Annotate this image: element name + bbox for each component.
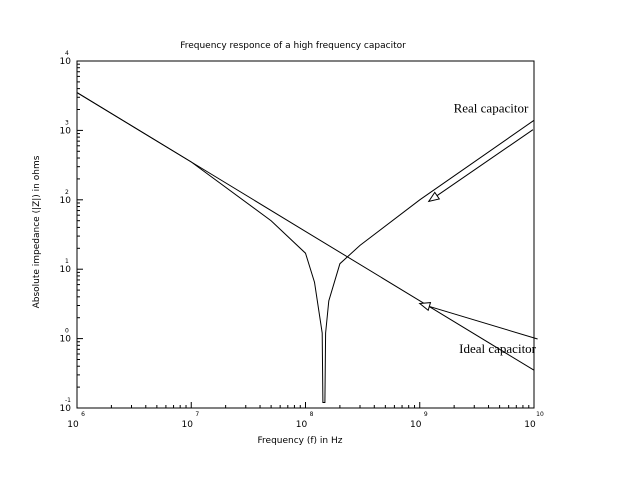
y-tick-label-base: 10 — [60, 196, 72, 206]
x-tick-label-base: 10 — [410, 420, 422, 430]
annotation-arrow-line — [428, 129, 534, 202]
x-tick-label-base: 10 — [67, 420, 79, 430]
y-tick-label-exponent: -1 — [65, 397, 71, 404]
y-tick-label-exponent: 3 — [65, 119, 69, 126]
annotation-label: Ideal capacitor — [459, 341, 537, 356]
y-tick-label-base: 10 — [60, 335, 72, 345]
series-group — [76, 92, 535, 403]
x-tick-label-base: 10 — [182, 420, 194, 430]
y-tick-label-exponent: 0 — [65, 328, 69, 335]
y-tick-label-exponent: 1 — [65, 258, 69, 265]
x-tick-label-base: 10 — [524, 420, 536, 430]
annotation-label: Real capacitor — [454, 101, 529, 116]
axis-ticks — [76, 60, 535, 409]
y-tick-label-base: 10 — [60, 265, 72, 275]
y-tick-label-base: 10 — [60, 126, 72, 136]
annotation-arrow-line — [419, 303, 538, 340]
y-axis-label: Absolute impedance (|Z|) in ohms — [32, 155, 42, 308]
series-line-real — [76, 92, 535, 403]
x-tick-label-exponent: 6 — [81, 411, 85, 418]
x-tick-label-exponent: 9 — [424, 411, 428, 418]
x-axis-label: Frequency (f) in Hz — [258, 436, 343, 446]
y-tick-label-base: 10 — [60, 57, 72, 67]
x-tick-label-exponent: 8 — [310, 411, 314, 418]
annotation-arrow-head — [418, 302, 432, 312]
x-tick-label-exponent: 10 — [536, 411, 544, 418]
y-tick-label-exponent: 4 — [65, 50, 69, 57]
chart-title: Frequency responce of a high frequency c… — [180, 41, 406, 51]
x-tick-label-exponent: 7 — [195, 411, 199, 418]
y-tick-label-base: 10 — [60, 404, 72, 414]
annotations: Real capacitor Ideal capacitor — [418, 101, 538, 356]
annotation-arrow-head — [427, 191, 441, 203]
y-tick-label-exponent: 2 — [65, 189, 69, 196]
x-tick-label-base: 10 — [296, 420, 308, 430]
